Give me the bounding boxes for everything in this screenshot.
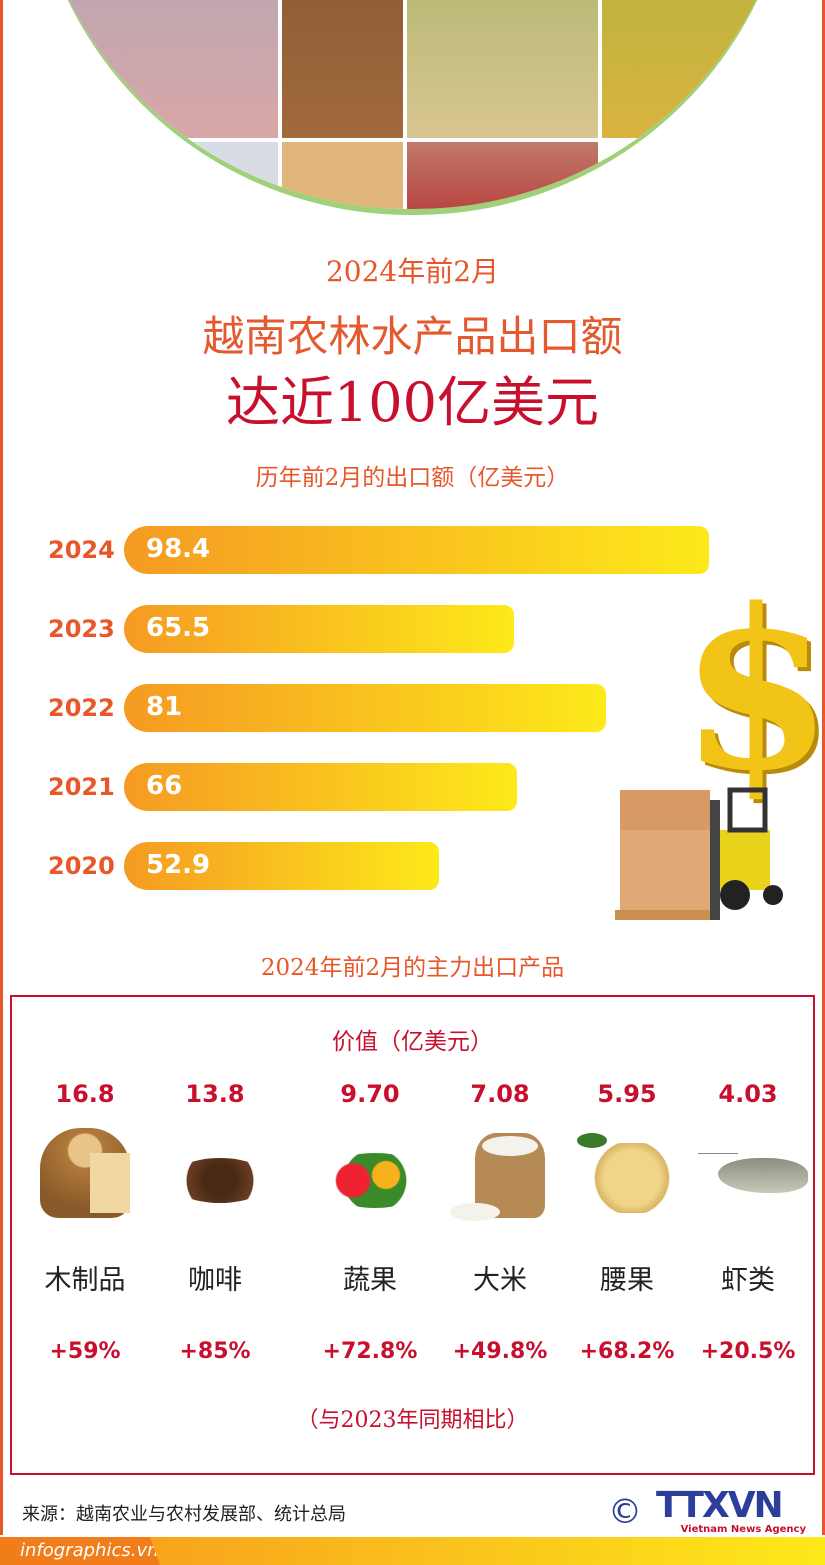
product-name: 虾类: [721, 1265, 775, 1296]
product-change: +59%: [49, 1339, 121, 1364]
year-label: 2022: [48, 694, 115, 722]
forklift-icon: [615, 787, 783, 920]
vegetables-icon: [320, 1118, 430, 1228]
ttxvn-logo: TTXVN Vietnam News Agency: [656, 1488, 806, 1536]
fruit-market-photo: [405, 140, 600, 209]
product-value: 9.70: [340, 1080, 400, 1108]
cashew-icon: [577, 1118, 682, 1228]
product-item: 4.03 虾类 +20.5%: [683, 1080, 813, 1364]
title-period: 2024年前2月: [325, 255, 500, 288]
products-panel: [10, 995, 815, 1475]
product-item: 13.8 咖啡 +85%: [150, 1080, 280, 1364]
bar-value-label: 81: [146, 692, 183, 722]
title-main: 越南农林水产品出口额: [202, 312, 623, 361]
logo-text: TTXVN: [656, 1485, 784, 1526]
coffee-photo: [280, 0, 405, 140]
bar: [124, 684, 606, 732]
product-value: 16.8: [55, 1080, 115, 1108]
coffee-beans-icon: [165, 1118, 270, 1228]
product-change: +85%: [179, 1339, 251, 1364]
site-link[interactable]: infographics.vn: [0, 1537, 160, 1565]
wood-stump-icon: [35, 1118, 135, 1228]
year-label: 2023: [48, 615, 115, 643]
product-value: 7.08: [470, 1080, 530, 1108]
product-change: +72.8%: [322, 1339, 418, 1364]
product-value: 5.95: [597, 1080, 657, 1108]
dollar-sign-icon: $: [680, 560, 825, 819]
product-change: +49.8%: [452, 1339, 548, 1364]
product-name: 木制品: [44, 1265, 126, 1296]
product-item: 5.95 腰果 +68.2%: [562, 1080, 692, 1364]
logo-subtitle: Vietnam News Agency: [680, 1524, 806, 1535]
bar-value-label: 65.5: [146, 613, 211, 643]
product-item: 16.8 木制品 +59%: [20, 1080, 150, 1364]
product-name: 腰果: [600, 1265, 654, 1296]
bar: [124, 842, 439, 890]
footer-bar: infographics.vn: [0, 1537, 825, 1565]
title-highlight: 达近100亿美元: [225, 371, 600, 434]
source-text: 来源：越南农业与农村发展部、统计总局: [22, 1504, 346, 1525]
bar: [124, 605, 514, 653]
shrimp-icon: [698, 1118, 808, 1228]
rice-sack-icon: [450, 1118, 550, 1228]
product-name: 蔬果: [343, 1265, 397, 1296]
year-label: 2021: [48, 773, 115, 801]
bar: [124, 763, 517, 811]
product-value: 13.8: [185, 1080, 245, 1108]
bar-value-label: 98.4: [146, 534, 211, 564]
products-title: 2024年前2月的主力出口产品: [260, 955, 565, 981]
product-value: 4.03: [718, 1080, 778, 1108]
value-unit-label: 价值（亿美元）: [332, 1029, 493, 1055]
product-name: 大米: [473, 1265, 527, 1296]
rice-photo: [405, 0, 600, 140]
copyright-icon: ©: [608, 1492, 642, 1532]
comparison-note: （与2023年同期相比）: [296, 1408, 529, 1433]
bar-value-label: 66: [146, 771, 183, 801]
product-change: +68.2%: [579, 1339, 675, 1364]
year-label: 2020: [48, 852, 115, 880]
product-item: 9.70 蔬果 +72.8%: [305, 1080, 435, 1364]
product-name: 咖啡: [188, 1265, 242, 1296]
year-label: 2024: [48, 536, 115, 564]
product-change: +20.5%: [700, 1339, 796, 1364]
bar: [124, 526, 710, 574]
bar-value-label: 52.9: [146, 850, 211, 880]
product-item: 7.08 大米 +49.8%: [435, 1080, 565, 1364]
chart-title: 历年前2月的出口额（亿美元）: [255, 465, 570, 491]
